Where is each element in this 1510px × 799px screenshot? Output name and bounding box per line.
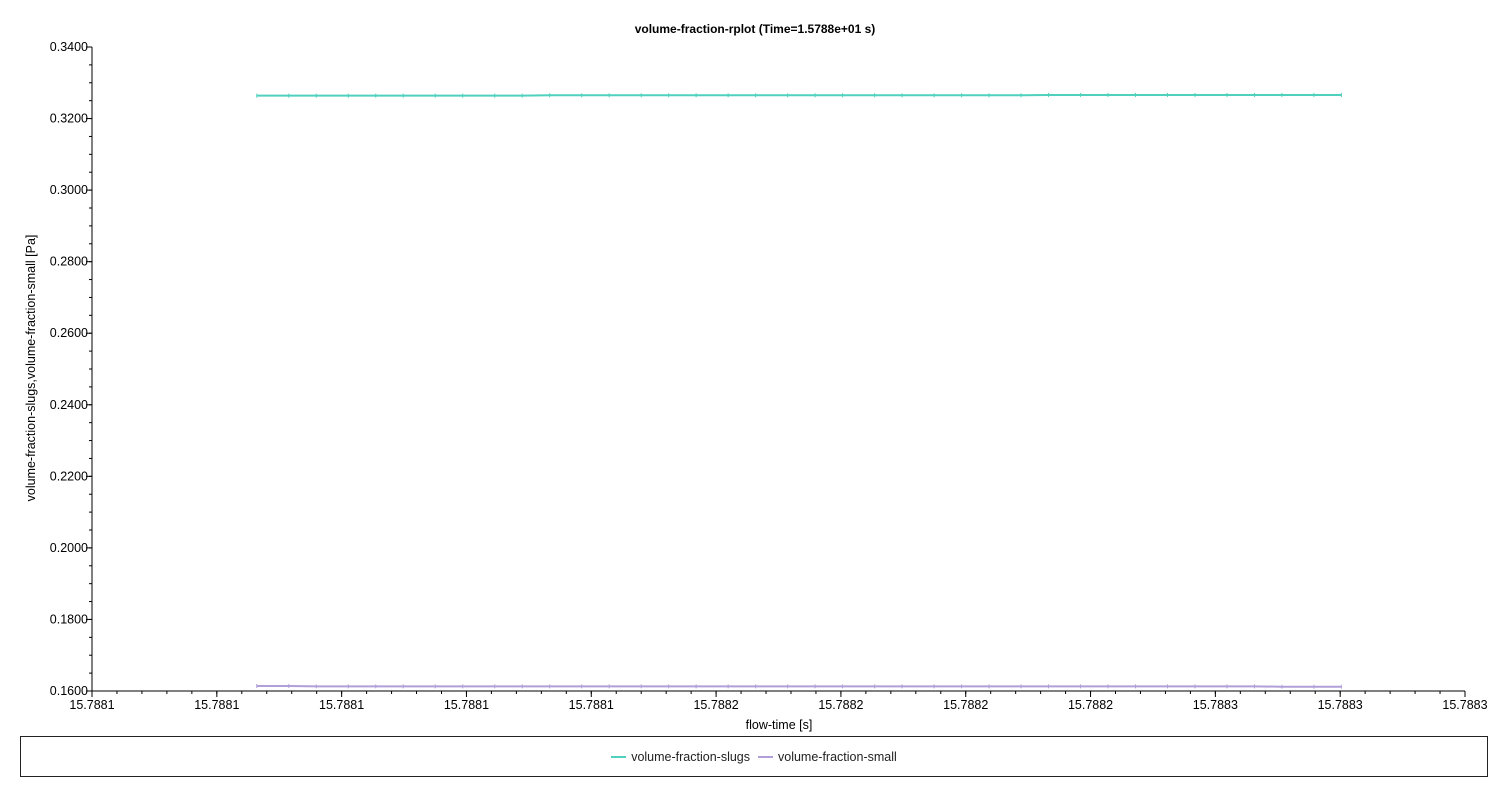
chart-title: volume-fraction-rplot (Time=1.5788e+01 s…	[635, 22, 876, 36]
y-tick-label: 0.1600	[50, 684, 88, 698]
y-tick-label: 0.1800	[50, 612, 88, 626]
series-line-volume-fraction-small	[256, 684, 1342, 688]
y-tick-label: 0.2200	[50, 469, 88, 483]
y-tick-label: 0.2600	[50, 326, 88, 340]
legend-swatch-small	[758, 755, 773, 758]
y-axis-label: volume-fraction-slugs,volume-fraction-sm…	[24, 235, 38, 502]
legend: volume-fraction-slugs volume-fraction-sm…	[20, 736, 1488, 777]
line-chart: volume-fraction-rplot (Time=1.5788e+01 s…	[24, 22, 1488, 732]
series-line-volume-fraction-slugs	[256, 93, 1342, 97]
legend-item-small[interactable]: volume-fraction-small	[758, 750, 897, 764]
y-axis: 0.3400 0.3200 0.3000 0.2800 0.2600 0.2400 0.22…	[50, 40, 93, 698]
legend-label-slugs: volume-fraction-slugs	[631, 749, 750, 764]
x-tick-label: 15.7881	[319, 698, 364, 712]
y-tick-label: 0.3000	[50, 183, 88, 197]
series-lines	[256, 92, 1342, 689]
y-tick-label: 0.2400	[50, 398, 88, 412]
x-tick-label: 15.7883	[1193, 698, 1238, 712]
x-tick-label: 15.7881	[194, 698, 239, 712]
x-tick-label: 15.7881	[69, 698, 114, 712]
y-tick-label: 0.2000	[50, 541, 88, 555]
legend-label-small: volume-fraction-small	[778, 749, 897, 764]
x-axis: 15.7881 15.7881 15.7881 15.7881 15.7881 15.78…	[69, 690, 1488, 712]
x-tick-label: 15.7882	[818, 698, 863, 712]
x-tick-label: 15.7883	[1318, 698, 1363, 712]
y-tick-label: 0.2800	[50, 255, 88, 269]
legend-item-slugs[interactable]: volume-fraction-slugs	[611, 750, 750, 764]
y-tick-label: 0.3400	[50, 40, 88, 54]
x-tick-label: 15.7883	[1442, 698, 1487, 712]
x-tick-label: 15.7881	[444, 698, 489, 712]
chart-area: volume-fraction-rplot (Time=1.5788e+01 s…	[24, 22, 1488, 732]
legend-swatch-slugs	[611, 755, 627, 758]
x-tick-label: 15.7882	[693, 698, 738, 712]
x-tick-label: 15.7882	[1068, 698, 1113, 712]
x-tick-label: 15.7882	[943, 698, 988, 712]
y-tick-label: 0.3200	[50, 112, 88, 126]
x-axis-label: flow-time [s]	[746, 718, 813, 732]
x-tick-label: 15.7881	[569, 698, 614, 712]
